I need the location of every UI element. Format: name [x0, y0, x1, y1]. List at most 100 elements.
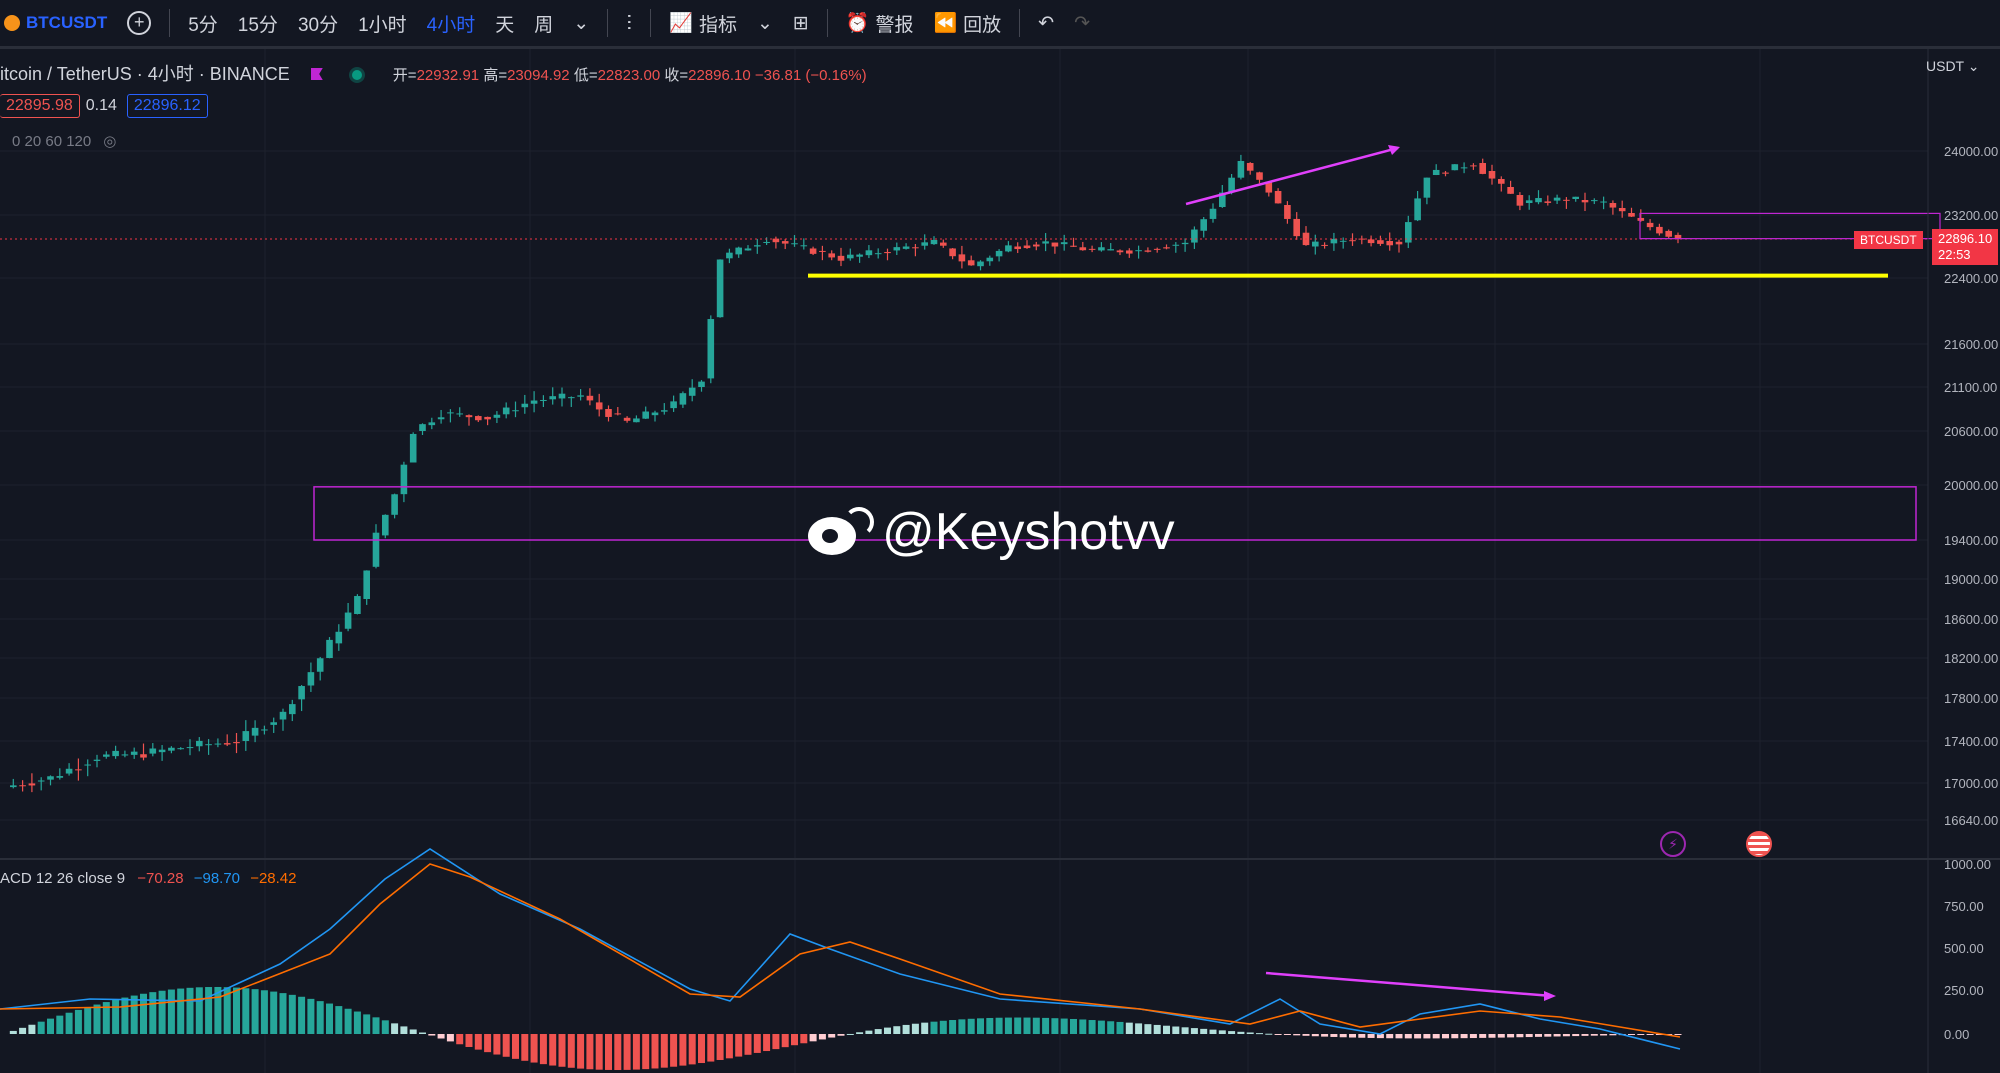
- candle-body: [1116, 250, 1124, 253]
- undo-button[interactable]: ↶: [1028, 0, 1064, 46]
- macd-hist-bar: [1246, 1032, 1254, 1034]
- interval-4h[interactable]: 4小时: [426, 14, 476, 36]
- symbol-tag: BTCUSDT: [1854, 231, 1923, 249]
- macd-hist-bar: [456, 1034, 464, 1045]
- candle-body: [1432, 169, 1440, 175]
- macd-hist-bar: [809, 1034, 817, 1042]
- candle-body: [1228, 177, 1235, 193]
- interval-15m[interactable]: 15分: [237, 14, 278, 36]
- candle-body: [75, 769, 82, 771]
- macd-hist-bar: [288, 994, 296, 1034]
- bar-countdown: 22:53: [1938, 247, 1971, 262]
- candle-body: [1395, 241, 1403, 245]
- event-lightning-button[interactable]: ⚡: [1660, 831, 1686, 857]
- macd-hist-bar: [930, 1021, 938, 1034]
- macd-hist-bar: [1283, 1034, 1291, 1035]
- macd-hist-bar: [1088, 1020, 1096, 1034]
- open-label: 开=: [392, 67, 417, 84]
- macd-hist-bar: [223, 987, 231, 1034]
- macd-hist-bar: [1172, 1026, 1180, 1034]
- interval-30m[interactable]: 30分: [297, 14, 339, 36]
- price-tick-label: 17800.00: [1944, 691, 1998, 706]
- candle-body: [1628, 213, 1635, 217]
- divergence-arrow-price[interactable]: [1185, 146, 1399, 206]
- eye-hidden-icon[interactable]: ◎: [103, 133, 117, 150]
- event-us-flag-button[interactable]: [1746, 831, 1772, 857]
- candle-body: [1544, 201, 1552, 203]
- indicators-button[interactable]: 📈 指标: [659, 0, 747, 46]
- macd-hist-bar: [1488, 1034, 1496, 1038]
- macd-hist-bar: [186, 987, 194, 1034]
- macd-hist-bar: [1321, 1034, 1329, 1037]
- macd-hist-bar: [1032, 1017, 1040, 1034]
- candle-body: [261, 729, 268, 731]
- candle-body: [1200, 219, 1207, 231]
- candle-body: [382, 514, 389, 536]
- macd-hist-bar: [1349, 1034, 1356, 1038]
- indicators-dropdown[interactable]: ⌄: [747, 0, 783, 46]
- macd-hist-bar: [242, 988, 250, 1034]
- candle-body: [558, 393, 566, 399]
- replay-button[interactable]: ⏪ 回放: [924, 0, 1012, 46]
- candle-body: [1423, 177, 1431, 198]
- candle-body: [1516, 195, 1524, 206]
- macd-hist-bar: [577, 1034, 585, 1069]
- price-tick-label: 20000.00: [1944, 478, 1998, 493]
- interval-1w[interactable]: 周: [534, 14, 554, 36]
- macd-hist-bar: [1302, 1034, 1310, 1036]
- macd-hist-bar: [102, 1002, 110, 1034]
- interval-1h[interactable]: 1小时: [358, 14, 407, 36]
- macd-hist-bar: [335, 1006, 343, 1034]
- candle-body: [233, 742, 240, 744]
- price-axis[interactable]: 24000.00 23200.00 22400.00 21600.00 21100.00…: [1927, 49, 1998, 1073]
- chart-type-button[interactable]: ⵗ: [616, 0, 642, 46]
- price-chart[interactable]: 24000.00 23200.00 22400.00 21600.00 21100.00…: [0, 49, 2000, 1073]
- macd-hist-bar: [874, 1029, 882, 1034]
- macd-hist-bar: [419, 1032, 426, 1034]
- ask-box[interactable]: 22896.12: [126, 94, 208, 118]
- candle-body: [642, 411, 649, 419]
- bid-box[interactable]: 22895.98: [0, 94, 80, 118]
- macd-hist-bar: [400, 1026, 408, 1034]
- macd-hist-bar: [1163, 1025, 1170, 1034]
- macd-hist-bar: [884, 1027, 891, 1034]
- toolbar-divider: [1019, 9, 1021, 37]
- macd-hist-bar: [549, 1034, 557, 1066]
- macd-hist-bar: [1590, 1034, 1598, 1036]
- candle-body: [986, 257, 994, 262]
- candle-body: [1172, 244, 1180, 246]
- macd-hist-bar: [19, 1027, 27, 1034]
- divergence-arrow-macd[interactable]: [1265, 971, 1553, 998]
- interval-dropdown[interactable]: ⌄: [563, 0, 599, 46]
- candle-body: [568, 397, 575, 399]
- candle-body: [168, 747, 175, 751]
- symbol-button[interactable]: BTCUSDT: [0, 0, 117, 46]
- demand-zone[interactable]: [313, 486, 1917, 541]
- macd-hist-bar: [1469, 1034, 1477, 1039]
- supply-zone[interactable]: [1639, 212, 1941, 240]
- macd-hist-bar: [214, 986, 222, 1034]
- candle-body: [251, 727, 259, 736]
- macd-hist-bar: [1144, 1024, 1152, 1034]
- candle-body: [930, 239, 938, 245]
- alert-button[interactable]: ⏰ 警报: [836, 0, 924, 46]
- interval-5m[interactable]: 5分: [188, 14, 218, 36]
- macd-hist-bar: [307, 998, 315, 1034]
- interval-1d[interactable]: 天: [495, 14, 515, 36]
- compare-button[interactable]: +: [117, 0, 161, 46]
- currency-selector[interactable]: USDT ⌄: [1926, 58, 1980, 74]
- macd-hist-bar: [502, 1034, 510, 1057]
- layout-button[interactable]: ⊞: [783, 0, 819, 46]
- macd-hist-bar: [1153, 1024, 1161, 1034]
- redo-button[interactable]: ↷: [1064, 0, 1100, 46]
- macd-tick-label: 750.00: [1944, 899, 1984, 914]
- candle-body: [586, 395, 594, 401]
- macd-hist-bar: [1404, 1034, 1412, 1039]
- candle-body: [1656, 226, 1663, 234]
- redo-icon: ↷: [1074, 12, 1091, 34]
- macd-hist-bar: [995, 1017, 1003, 1034]
- macd-hist-bar: [1228, 1031, 1236, 1034]
- macd-hist-bar: [1311, 1034, 1319, 1037]
- macd-hist-bar: [279, 993, 287, 1034]
- candle-body: [781, 241, 789, 244]
